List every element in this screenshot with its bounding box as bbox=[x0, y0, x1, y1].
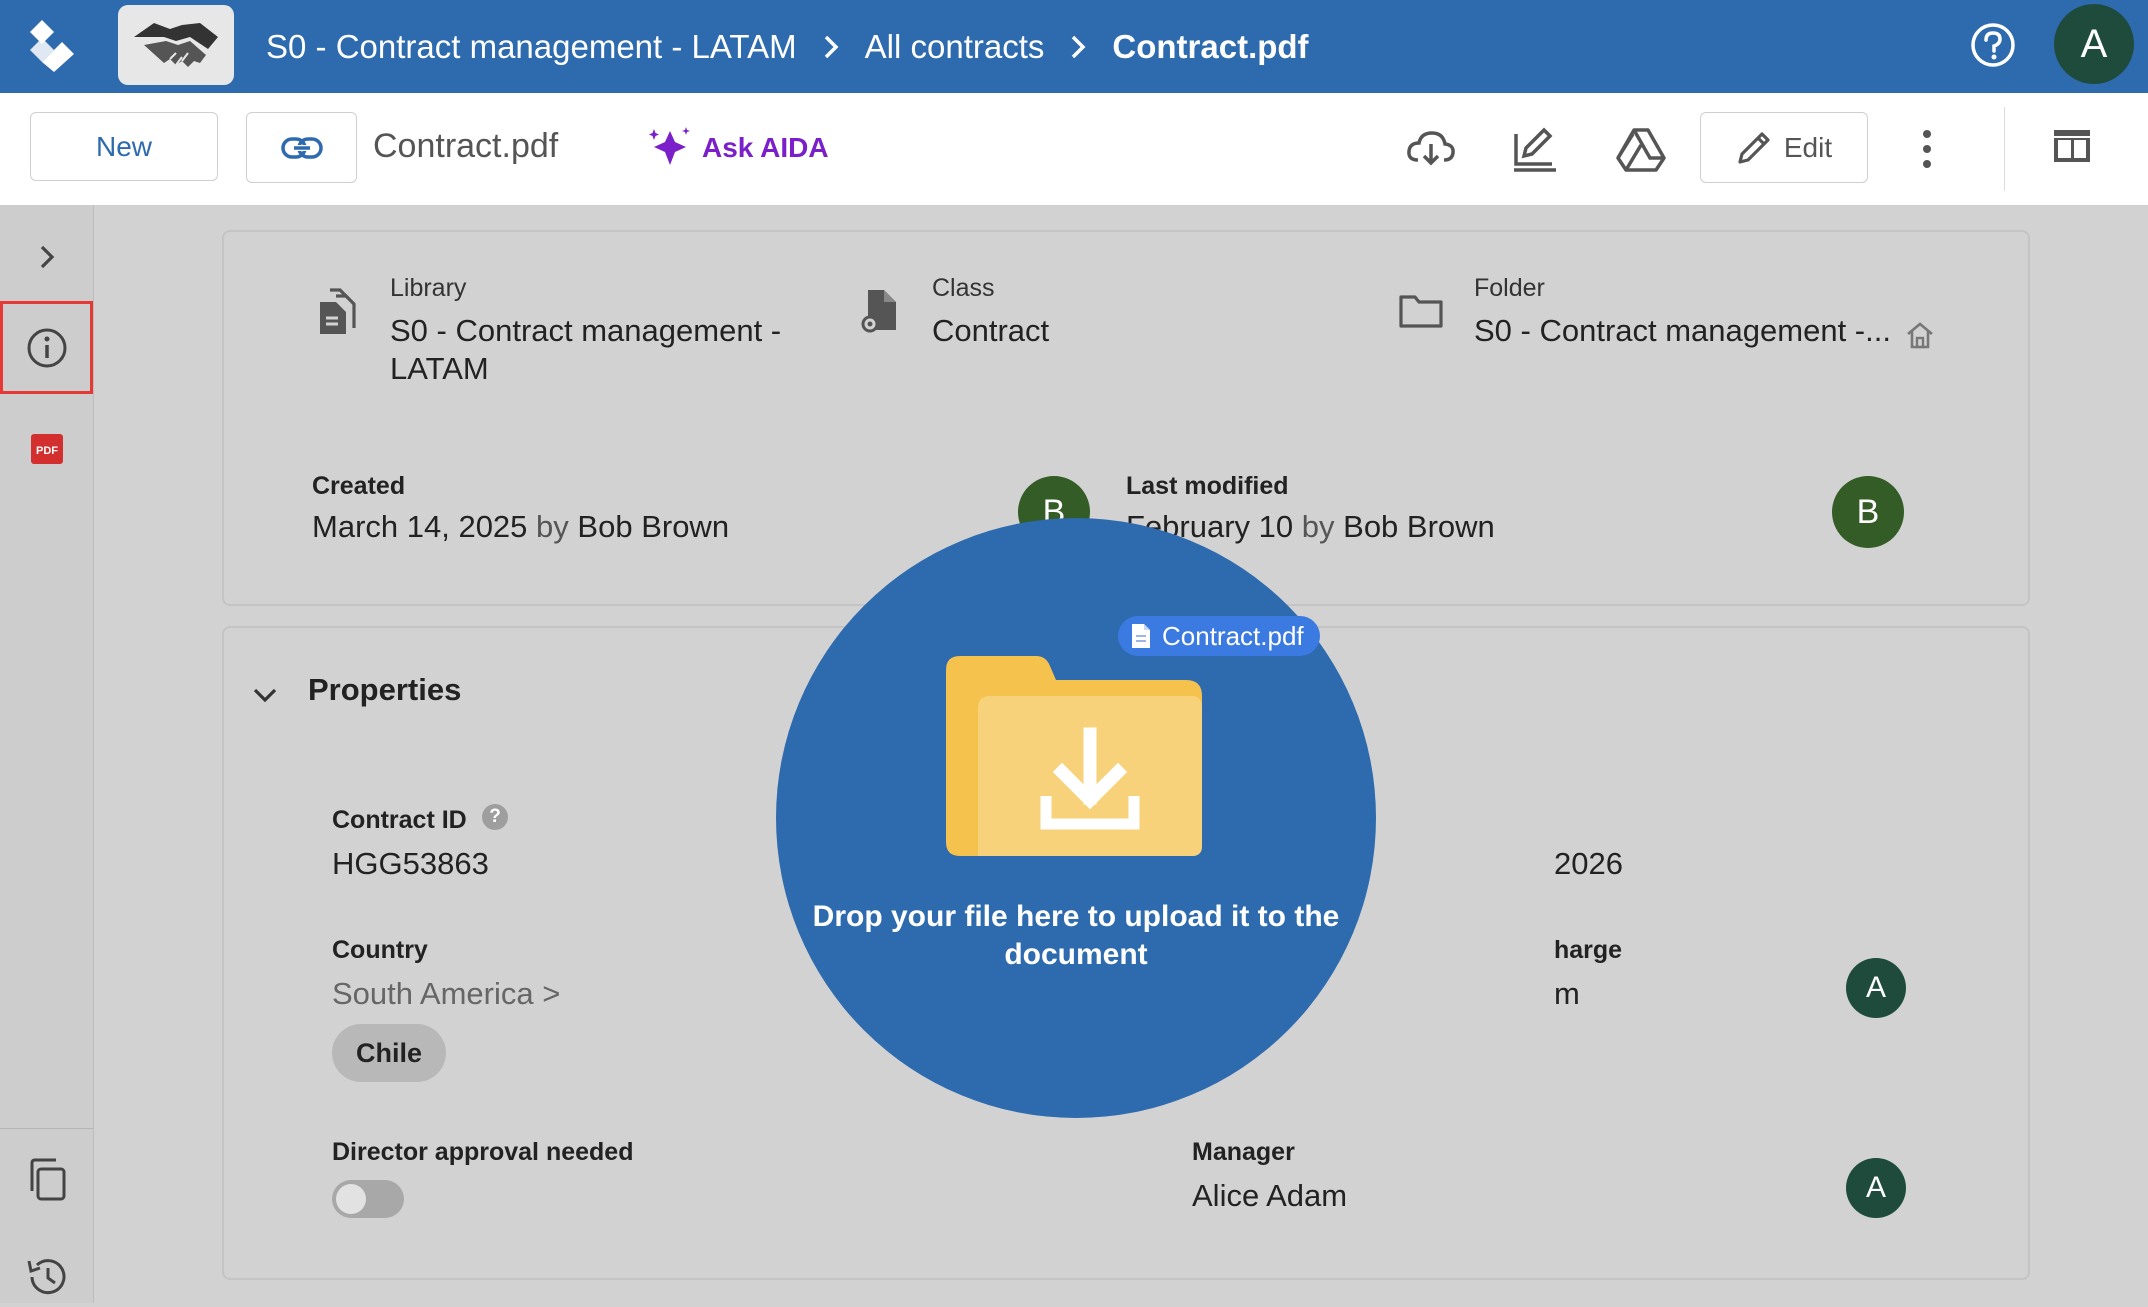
pdf-preview-tab[interactable]: PDF bbox=[0, 427, 93, 471]
dragged-file-chip: Contract.pdf bbox=[1118, 616, 1320, 656]
country-path[interactable]: South America > bbox=[332, 976, 561, 1011]
info-tab[interactable] bbox=[0, 301, 93, 394]
modified-by-avatar[interactable]: B bbox=[1832, 476, 1904, 548]
document-toolbar: New Contract.pdf Ask AIDA Edi bbox=[0, 93, 2148, 206]
dragged-file-name: Contract.pdf bbox=[1162, 620, 1304, 651]
file-icon bbox=[1132, 624, 1150, 648]
manager-label: Manager bbox=[1192, 1138, 1295, 1166]
history-tab[interactable] bbox=[0, 1247, 93, 1307]
pencil-icon bbox=[1738, 131, 1770, 164]
date-value-partial: 2026 bbox=[1554, 846, 1623, 881]
aida-sparkle-icon bbox=[649, 127, 690, 165]
library-value[interactable]: S0 - Contract management - LATAM bbox=[390, 313, 782, 386]
link-icon bbox=[280, 136, 323, 159]
contract-id-value[interactable]: HGG53863 bbox=[332, 846, 489, 881]
modified-by-word: by bbox=[1301, 509, 1335, 544]
created-by-user[interactable]: Bob Brown bbox=[577, 509, 730, 544]
country-chip[interactable]: Chile bbox=[332, 1024, 447, 1082]
copy-icon bbox=[30, 1158, 65, 1201]
contract-id-help-icon[interactable]: ? bbox=[482, 804, 508, 830]
class-icon bbox=[861, 290, 896, 333]
class-value[interactable]: Contract bbox=[932, 313, 1050, 348]
folder-download-icon bbox=[946, 656, 1202, 856]
in-charge-label-partial: harge bbox=[1554, 936, 1623, 964]
modified-label: Last modified bbox=[1126, 472, 1289, 500]
manager-value[interactable]: Alice Adam bbox=[1192, 1178, 1348, 1213]
created-info: March 14, 2025 by Bob Brown bbox=[312, 509, 729, 545]
in-charge-avatar[interactable]: A bbox=[1846, 958, 1906, 1018]
new-button[interactable]: New bbox=[30, 112, 218, 181]
created-by-word: by bbox=[536, 509, 569, 544]
top-bar: S0 - Contract management - LATAM All con… bbox=[0, 0, 2148, 93]
document-title: Contract.pdf bbox=[373, 127, 559, 165]
svg-text:PDF: PDF bbox=[36, 445, 58, 457]
library-label: Library bbox=[390, 274, 467, 302]
drop-zone-message: Drop your file here to upload it to the … bbox=[812, 900, 1340, 971]
toggle-knob bbox=[336, 1184, 366, 1214]
help-icon[interactable] bbox=[1970, 22, 2016, 68]
contract-id-label: Contract ID bbox=[332, 806, 467, 834]
sidebar-divider bbox=[0, 1128, 93, 1129]
edit-label: Edit bbox=[1783, 131, 1833, 163]
library-thumbnail[interactable] bbox=[118, 5, 234, 85]
file-drop-zone[interactable]: Drop your file here to upload it to the … bbox=[776, 518, 1376, 1118]
director-approval-label: Director approval needed bbox=[332, 1138, 634, 1166]
folder-label: Folder bbox=[1474, 274, 1545, 302]
edit-button[interactable]: Edit bbox=[1700, 112, 1868, 183]
sign-document-icon[interactable] bbox=[1510, 126, 1560, 172]
breadcrumb-library[interactable]: S0 - Contract management - LATAM bbox=[266, 27, 797, 65]
created-date: March 14, 2025 bbox=[312, 509, 528, 544]
app-logo-icon[interactable] bbox=[28, 20, 76, 72]
layout-icon[interactable] bbox=[2052, 126, 2092, 166]
user-avatar[interactable]: A bbox=[2054, 4, 2134, 84]
toolbar-divider bbox=[2004, 107, 2005, 191]
ask-aida-button[interactable]: Ask AIDA bbox=[648, 127, 829, 169]
properties-title[interactable]: Properties bbox=[308, 672, 462, 707]
chevron-right-icon bbox=[1072, 35, 1086, 58]
cloud-download-icon[interactable] bbox=[1406, 126, 1456, 172]
folder-icon bbox=[1399, 295, 1443, 328]
modified-by-user[interactable]: Bob Brown bbox=[1343, 509, 1495, 544]
class-label: Class bbox=[932, 274, 995, 302]
copies-tab[interactable] bbox=[0, 1150, 93, 1210]
in-charge-value-partial: m bbox=[1554, 976, 1580, 1011]
info-icon bbox=[27, 328, 66, 367]
copy-link-button[interactable] bbox=[246, 112, 357, 183]
country-label: Country bbox=[332, 936, 428, 964]
breadcrumb-all-contracts[interactable]: All contracts bbox=[864, 27, 1045, 65]
created-label: Created bbox=[312, 472, 406, 500]
library-icon bbox=[320, 288, 356, 334]
breadcrumb: S0 - Contract management - LATAM All con… bbox=[266, 0, 1309, 93]
chevron-right-icon bbox=[824, 35, 839, 58]
breadcrumb-current: Contract.pdf bbox=[1112, 27, 1309, 65]
folder-value[interactable]: S0 - Contract management -... bbox=[1474, 313, 1891, 348]
pdf-file-icon: PDF bbox=[30, 434, 63, 464]
google-drive-icon[interactable] bbox=[1616, 126, 1666, 172]
home-icon[interactable] bbox=[1904, 320, 1936, 350]
manager-avatar[interactable]: A bbox=[1846, 1158, 1906, 1218]
history-icon bbox=[27, 1259, 65, 1295]
expand-sidebar-button[interactable] bbox=[0, 235, 93, 279]
document-summary-card: Library S0 - Contract management - LATAM… bbox=[222, 230, 2030, 606]
more-options-icon[interactable] bbox=[1912, 124, 1942, 174]
side-panel-nav: PDF bbox=[0, 205, 94, 1303]
director-approval-toggle[interactable] bbox=[332, 1180, 404, 1218]
ask-aida-label: Ask AIDA bbox=[702, 132, 829, 163]
chevron-down-icon[interactable] bbox=[250, 684, 280, 706]
handshake-icon bbox=[134, 23, 218, 67]
chevron-right-icon bbox=[40, 245, 54, 269]
